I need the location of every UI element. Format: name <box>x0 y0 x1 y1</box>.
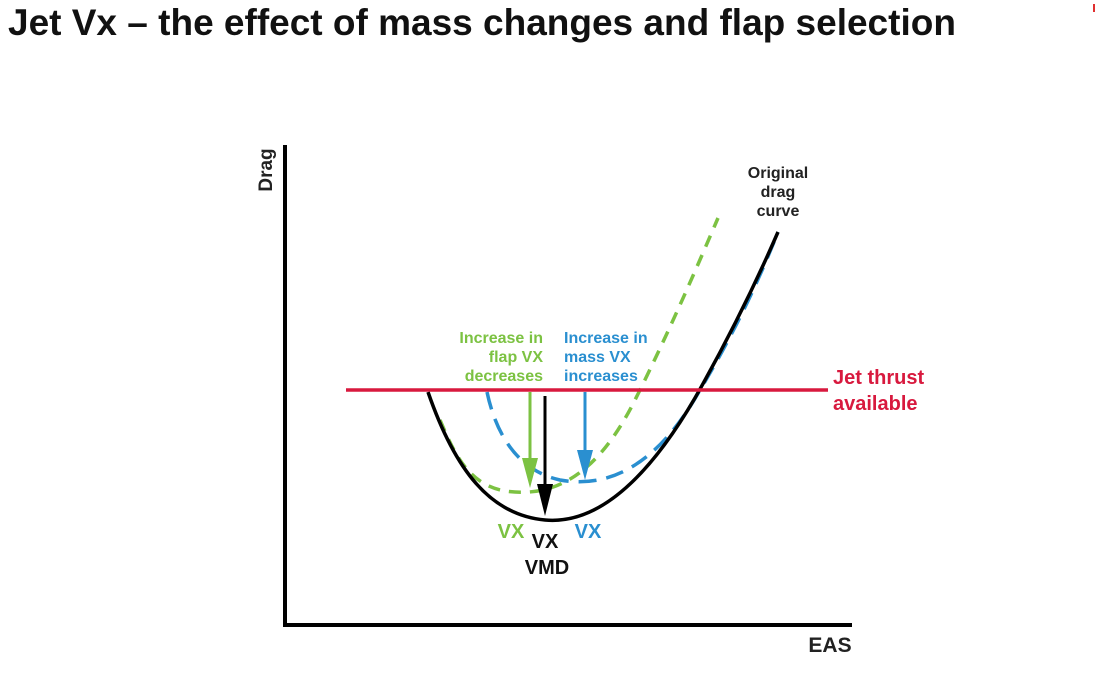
thrust-label-1: Jet thrust <box>833 367 924 389</box>
flap-label-3: decreases <box>465 368 543 385</box>
flap-vx-arrowhead <box>522 458 538 488</box>
vmd-label: VMD <box>525 557 569 579</box>
thrust-label-2: available <box>833 393 918 415</box>
original-vx-arrowhead <box>537 484 553 516</box>
mass-label-2: mass VX <box>564 349 631 366</box>
x-axis-label: EAS <box>808 634 851 657</box>
mass-label-3: increases <box>564 368 638 385</box>
vx-flap-label: VX <box>498 521 525 543</box>
flap-label-2: flap VX <box>489 349 544 366</box>
y-axis-label: Drag <box>256 148 277 191</box>
original-curve-label-2: drag <box>761 184 796 201</box>
flap-label-1: Increase in <box>459 330 543 347</box>
vx-mass-label: VX <box>575 521 602 543</box>
mass-label-1: Increase in <box>564 330 648 347</box>
original-curve-label-3: curve <box>757 203 800 220</box>
original-curve-label-1: Original <box>748 165 808 182</box>
vx-original-label: VX <box>532 531 559 553</box>
